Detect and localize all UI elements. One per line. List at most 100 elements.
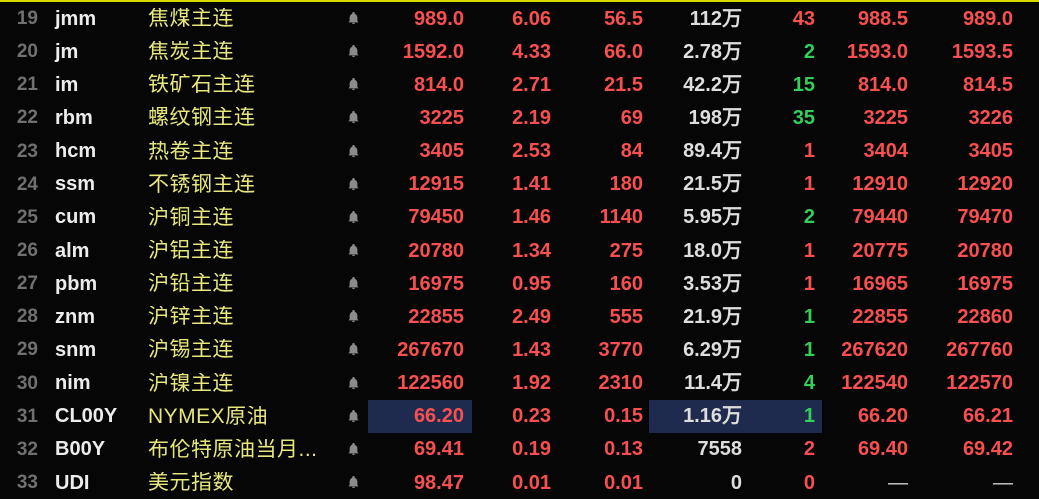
alert-bell-cell[interactable] [338,143,368,160]
change-percent: 0.95 [512,273,551,294]
quote-row[interactable]: 23 hcm 热卷主连 3405 2.53 84 89.4万 1 3404 3405 [0,135,1039,168]
quote-row[interactable]: 32 B00Y 布伦特原油当月... 69.41 0.19 0.13 7558 2 69.40 6… [0,433,1039,466]
ask-price: 3405 [968,141,1014,162]
change-percent: 2.53 [512,141,551,162]
change-percent: 1.46 [512,207,551,228]
bid-price: 3225 [863,107,909,128]
change-amount: 555 [609,306,643,327]
change-amount: 66.0 [604,41,643,62]
quote-row[interactable]: 33 UDI 美元指数 98.47 0.01 0.01 0 0 — — [0,466,1039,499]
last-price: 3405 [419,140,465,163]
order-count: 35 [792,106,815,129]
row-number: 22 [16,108,38,128]
order-count: 1 [803,239,815,262]
order-count: 1 [803,173,815,196]
ask-price: 989.0 [962,8,1013,29]
instrument-name: 热卷主连 [148,140,234,162]
quote-row[interactable]: 21 im 铁矿石主连 814.0 2.71 21.5 42.2万 15 814.0 814.5 [0,68,1039,101]
order-count: 4 [803,372,815,395]
last-price: 267670 [397,338,464,361]
change-percent: 1.92 [512,373,551,394]
last-price: 12915 [408,173,464,196]
alert-bell-cell[interactable] [338,341,368,358]
ask-price: 3226 [968,107,1014,128]
volume: 21.9万 [683,305,742,328]
instrument-code: jm [55,41,79,62]
last-price: 98.47 [413,471,464,494]
alert-bell-icon [348,343,358,356]
order-count: 1 [749,399,822,433]
quote-row[interactable]: 26 alm 沪铝主连 20780 1.34 275 18.0万 1 20775 20780 [0,234,1039,267]
order-count: 1 [803,305,815,328]
instrument-code: im [55,74,79,95]
alert-bell-icon [348,310,358,323]
quote-row[interactable]: 27 pbm 沪铅主连 16975 0.95 160 3.53万 1 16965 16975 [0,267,1039,300]
volume: 42.2万 [683,73,742,96]
volume: 7558 [697,438,743,461]
instrument-name: NYMEX原油 [148,405,269,427]
alert-bell-icon [348,376,358,389]
quote-row[interactable]: 20 jm 焦炭主连 1592.0 4.33 66.0 2.78万 2 1593.0 1593.5 [0,35,1039,68]
alert-bell-icon [348,277,358,290]
bid-price: 1593.0 [846,41,908,62]
order-count: 2 [803,206,815,229]
alert-bell-cell[interactable] [338,43,368,60]
alert-bell-cell[interactable] [338,242,368,259]
row-number: 19 [16,9,38,29]
change-amount: 21.5 [604,74,643,95]
change-percent: 0.01 [512,472,551,493]
alert-bell-cell[interactable] [338,408,368,425]
change-percent: 6.06 [512,8,551,29]
alert-bell-cell[interactable] [338,76,368,93]
bid-price: 69.40 [857,439,908,460]
alert-bell-cell[interactable] [338,375,368,392]
order-count: 15 [792,73,815,96]
volume: 6.29万 [683,338,742,361]
change-amount: 2310 [598,373,644,394]
instrument-name: 铁矿石主连 [148,74,256,96]
bid-price: 12910 [852,174,908,195]
instrument-code: znm [55,306,95,327]
row-number: 23 [16,141,38,161]
instrument-name: 沪锌主连 [148,306,234,328]
alert-bell-cell[interactable] [338,176,368,193]
row-number: 27 [16,274,38,294]
change-amount: 0.01 [604,472,643,493]
last-price: 79450 [408,206,464,229]
instrument-code: hcm [55,141,97,162]
alert-bell-icon [348,409,358,422]
order-count: 2 [803,40,815,63]
bid-price: 814.0 [857,74,908,95]
ask-price: 66.21 [962,406,1013,427]
alert-bell-cell[interactable] [338,209,368,226]
alert-bell-cell[interactable] [338,308,368,325]
quote-row[interactable]: 25 cum 沪铜主连 79450 1.46 1140 5.95万 2 79440 79470 [0,201,1039,234]
instrument-name: 沪镍主连 [148,372,234,394]
row-number: 28 [16,307,38,327]
alert-bell-cell[interactable] [338,474,368,491]
alert-bell-cell[interactable] [338,10,368,27]
volume: 198万 [688,106,742,129]
quote-row[interactable]: 22 rbm 螺纹钢主连 3225 2.19 69 198万 35 3225 3226 [0,101,1039,134]
quote-row[interactable]: 24 ssm 不锈钢主连 12915 1.41 180 21.5万 1 12910 12920 [0,168,1039,201]
bid-price: 988.5 [857,8,908,29]
quote-row[interactable]: 28 znm 沪锌主连 22855 2.49 555 21.9万 1 22855 22860 [0,300,1039,333]
instrument-name: 不锈钢主连 [148,173,256,195]
quote-row[interactable]: 30 nim 沪镍主连 122560 1.92 2310 11.4万 4 122540 12257… [0,367,1039,400]
alert-bell-icon [348,442,358,455]
quote-row[interactable]: 19 jmm 焦煤主连 989.0 6.06 56.5 112万 43 988.5 989.0 [0,2,1039,35]
quote-row[interactable]: 29 snm 沪锡主连 267670 1.43 3770 6.29万 1 267620 26776… [0,333,1039,366]
change-amount: 160 [609,273,643,294]
alert-bell-cell[interactable] [338,275,368,292]
instrument-code: snm [55,339,97,360]
ask-price: 79470 [957,207,1013,228]
instrument-code: pbm [55,273,98,294]
row-number: 26 [16,241,38,261]
alert-bell-cell[interactable] [338,441,368,458]
bid-price: 22855 [852,306,908,327]
bid-price: 79440 [852,207,908,228]
last-price: 3225 [419,106,465,129]
alert-bell-cell[interactable] [338,109,368,126]
alert-bell-icon [348,78,358,91]
quote-row[interactable]: 31 CL00Y NYMEX原油 66.20 0.23 0.15 1.16万 1 66.20 66… [0,399,1039,433]
